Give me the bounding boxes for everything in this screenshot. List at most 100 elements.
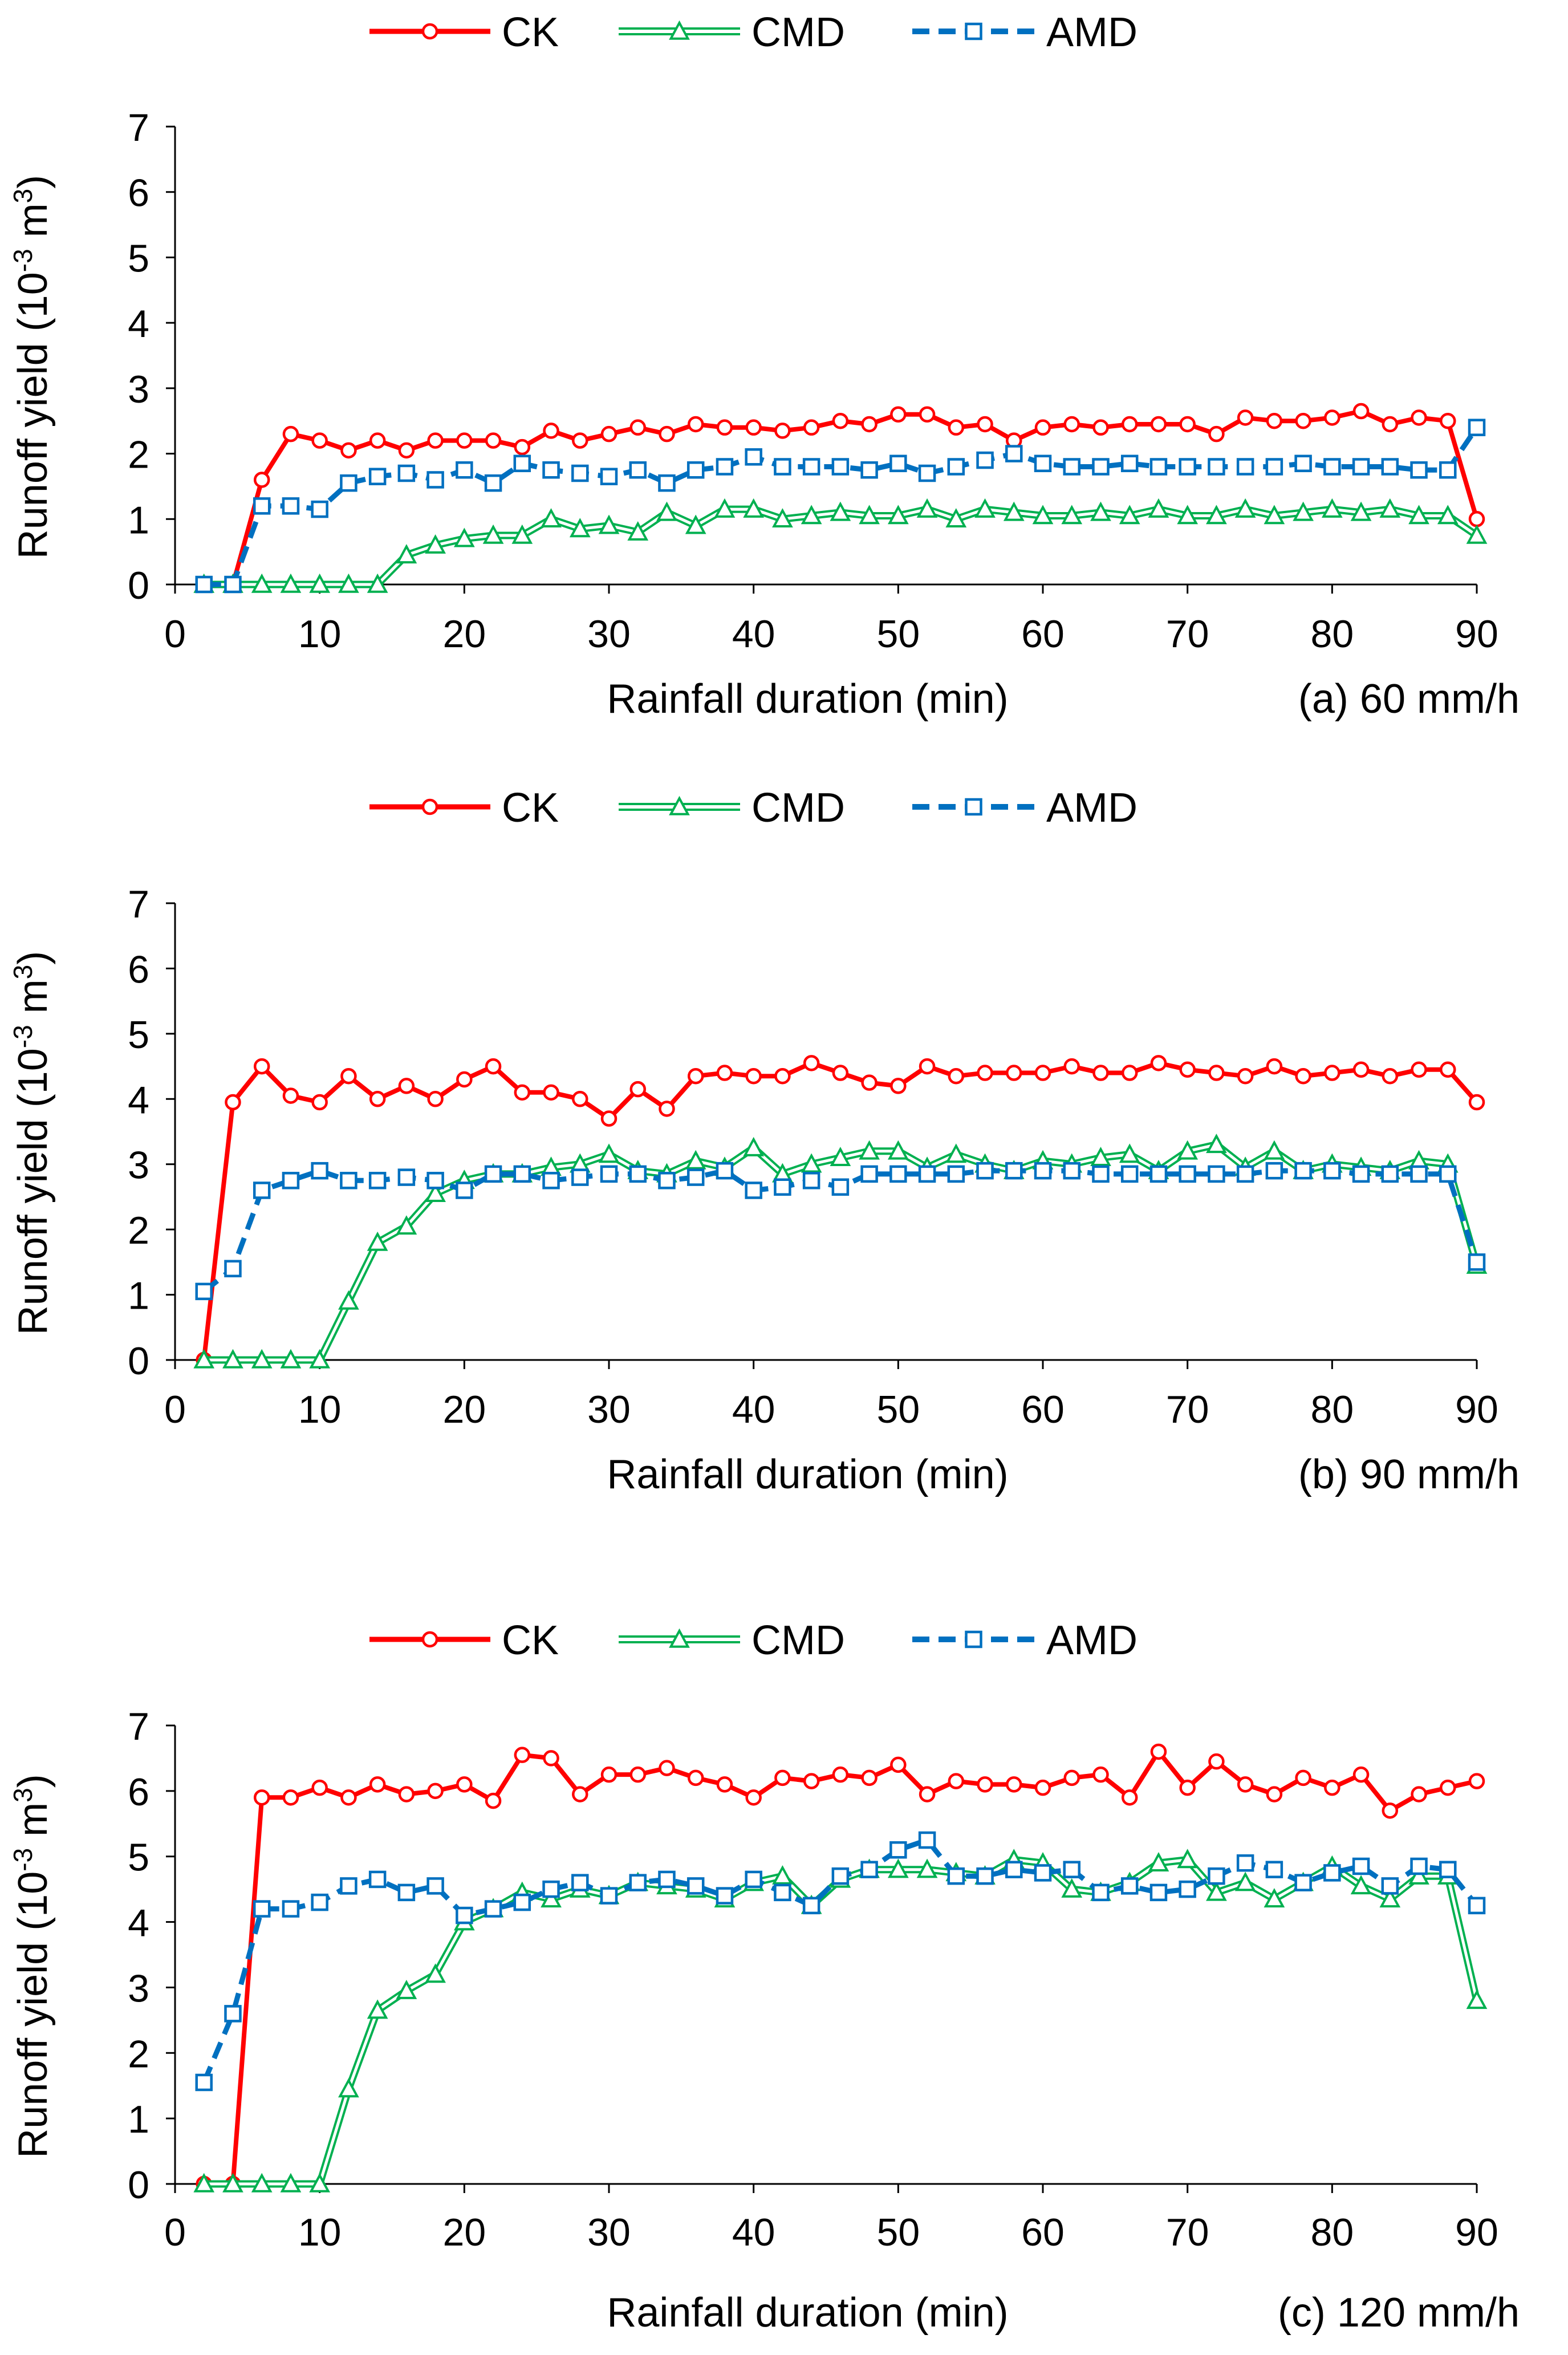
data-point-ck-76	[1266, 412, 1283, 429]
legend-item-amd: AMD	[912, 1618, 1138, 1663]
data-point-ck-82	[1352, 1766, 1370, 1783]
data-point-ck-12	[340, 1067, 357, 1085]
data-point-amd-66	[1120, 454, 1139, 473]
series-line-inner-cmd	[204, 1858, 1478, 2186]
data-point-amd-12	[340, 474, 358, 492]
data-point-ck-4	[225, 1094, 241, 1111]
legend-label-ck: CK	[502, 785, 559, 831]
data-point-ck-16	[398, 1078, 415, 1094]
data-point-amd-88	[1439, 1861, 1457, 1878]
data-point-cmd-66	[1119, 1143, 1140, 1163]
data-point-amd-56	[976, 451, 994, 469]
data-point-ck-74	[1237, 409, 1254, 426]
data-point-ck-48	[861, 1769, 878, 1786]
data-point-amd-72	[1208, 458, 1225, 476]
data-point-cmd-76	[1264, 1888, 1285, 1908]
data-point-ck-70	[1179, 1061, 1196, 1078]
legend-label-cmd: CMD	[751, 10, 845, 55]
data-point-cmd-48	[859, 505, 880, 525]
data-point-amd-16	[397, 464, 416, 482]
data-point-ck-68	[1150, 1055, 1167, 1071]
data-point-amd-48	[860, 1861, 878, 1878]
data-point-amd-44	[802, 1172, 820, 1189]
y-axis-label-mid: m	[10, 1802, 56, 1848]
data-point-amd-4	[224, 575, 242, 594]
y-tick-label: 2	[128, 433, 149, 477]
legend-label-amd: AMD	[1046, 10, 1138, 55]
legend-label-amd: AMD	[1046, 1618, 1138, 1663]
data-point-amd-58	[1005, 1861, 1023, 1878]
data-point-amd-14	[368, 1172, 387, 1189]
data-point-cmd-78	[1293, 501, 1314, 521]
data-point-amd-32	[629, 461, 647, 479]
data-point-ck-16	[398, 1786, 415, 1802]
data-point-ck-44	[803, 419, 820, 436]
legend-item-cmd: CMD	[619, 10, 845, 55]
data-point-cmd-8	[280, 2173, 302, 2192]
data-point-cmd-46	[830, 1147, 851, 1167]
data-point-amd-30	[600, 468, 618, 485]
data-point-cmd-8	[280, 1349, 302, 1369]
series-cmd	[193, 1849, 1488, 2192]
data-point-ck-12	[340, 442, 357, 459]
data-point-amd-80	[1323, 1162, 1341, 1180]
data-point-ck-36	[687, 416, 704, 433]
data-point-ck-88	[1440, 412, 1456, 429]
data-point-amd-66	[1120, 1165, 1139, 1183]
x-tick-label: 0	[164, 2211, 186, 2254]
y-axis-label-main: Runoff yield (10	[10, 1871, 56, 2158]
series-ck	[196, 1743, 1485, 2192]
data-point-cmd-36	[685, 1150, 706, 1170]
data-point-amd-2	[195, 575, 213, 594]
data-point-ck-20	[456, 1776, 473, 1793]
data-point-ck-60	[1034, 1779, 1051, 1796]
data-point-amd-34	[658, 474, 676, 492]
data-point-amd-32	[629, 1165, 647, 1183]
data-point-amd-46	[831, 1178, 850, 1196]
y-tick-label: 1	[128, 1274, 149, 1318]
y-axis-label-exp2: 3	[8, 965, 38, 980]
x-tick-label: 40	[732, 612, 775, 656]
data-point-ck-14	[369, 1091, 386, 1107]
data-point-cmd-4	[222, 1349, 243, 1369]
data-point-cmd-64	[1090, 1147, 1111, 1167]
y-tick-label: 1	[128, 498, 149, 542]
data-point-amd-90	[1468, 1253, 1486, 1271]
data-point-cmd-82	[1350, 1875, 1372, 1895]
data-point-ck-6	[253, 1058, 270, 1075]
data-point-ck-72	[1208, 425, 1225, 442]
data-point-cmd-40	[743, 1136, 765, 1156]
legend-label-cmd: CMD	[751, 1618, 845, 1663]
legend-item-ck: CK	[369, 1618, 559, 1663]
data-point-amd-62	[1063, 1861, 1080, 1878]
x-tick-label: 80	[1311, 1388, 1354, 1431]
data-point-cmd-26	[541, 1888, 562, 1908]
data-point-ck-78	[1295, 1067, 1311, 1085]
data-point-ck-26	[543, 1084, 559, 1101]
data-point-ck-38	[716, 1776, 733, 1793]
data-point-ck-54	[948, 1067, 965, 1085]
data-point-cmd-26	[541, 508, 562, 528]
data-point-amd-38	[716, 1162, 734, 1180]
data-point-ck-72	[1208, 1753, 1225, 1770]
data-point-ck-22	[485, 1792, 502, 1809]
data-point-cmd-44	[801, 1153, 822, 1173]
y-axis-label-end: )	[10, 1774, 56, 1788]
data-point-cmd-90	[1466, 524, 1488, 544]
data-point-ck-52	[919, 1786, 936, 1802]
data-point-ck-70	[1179, 416, 1196, 433]
data-point-cmd-6	[251, 573, 273, 593]
data-point-ck-22	[485, 1058, 502, 1075]
y-tick-label: 1	[128, 2098, 149, 2141]
data-point-cmd-74	[1234, 498, 1256, 518]
y-tick-label: 7	[128, 883, 149, 926]
data-point-cmd-60	[1032, 505, 1054, 525]
data-point-amd-54	[947, 458, 965, 476]
data-point-amd-80	[1323, 458, 1341, 476]
panel-caption: (c) 120 mm/h	[1278, 2290, 1520, 2336]
data-point-amd-50	[889, 1841, 907, 1859]
y-axis-label-exp1: -3	[8, 1848, 38, 1871]
y-tick-label: 5	[128, 237, 149, 280]
data-point-ck-34	[659, 1101, 675, 1117]
legend-marker-ck	[421, 798, 438, 815]
